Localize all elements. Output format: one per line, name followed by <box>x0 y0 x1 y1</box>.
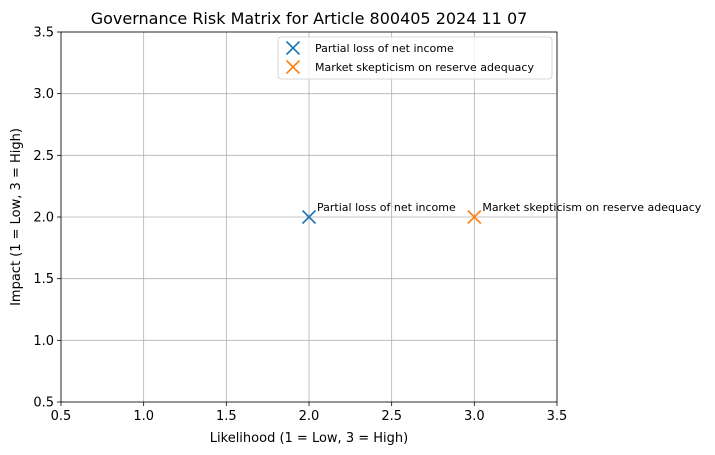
x-tick-label: 2.0 <box>299 409 320 424</box>
y-tick-label: 1.0 <box>33 334 54 349</box>
x-axis-label: Likelihood (1 = Low, 3 = High) <box>210 431 408 446</box>
legend-label: Market skepticism on reserve adequacy <box>315 61 534 74</box>
x-tick-label: 3.5 <box>547 409 568 424</box>
point-annotation: Market skepticism on reserve adequacy <box>482 201 701 214</box>
y-tick-label: 1.5 <box>33 272 54 287</box>
y-tick-label: 0.5 <box>33 396 54 411</box>
y-tick-label: 3.5 <box>33 26 54 41</box>
x-tick-label: 2.5 <box>381 409 402 424</box>
scatter-point-marker <box>467 209 482 225</box>
x-tick-label: 3.0 <box>464 409 485 424</box>
legend-marker <box>285 59 301 75</box>
axis-ticks: 0.5 1.0 1.5 2.0 2.5 3.0 3.5 0.5 1.0 1.5 2.0 2.5 3.0 3… <box>33 26 567 425</box>
y-tick-label: 2.5 <box>33 149 54 164</box>
legend-label: Partial loss of net income <box>315 42 454 55</box>
y-axis-label: Impact (1 = Low, 3 = High) <box>9 128 24 306</box>
y-tick-label: 3.0 <box>33 87 54 102</box>
scatter-point-marker <box>301 209 317 225</box>
x-tick-label: 0.5 <box>51 409 72 424</box>
legend-marker <box>285 40 301 56</box>
y-tick-label: 2.0 <box>33 211 54 226</box>
point-annotation: Partial loss of net income <box>317 201 456 214</box>
plot-frame <box>60 31 558 403</box>
chart-title: Governance Risk Matrix for Article 80040… <box>91 9 528 28</box>
legend: Partial loss of net income Market skeptic… <box>277 36 553 80</box>
x-tick-label: 1.0 <box>133 409 154 424</box>
data-points: Partial loss of net income Market skeptic… <box>301 201 702 225</box>
legend-box <box>277 36 553 80</box>
x-tick-label: 1.5 <box>216 409 237 424</box>
